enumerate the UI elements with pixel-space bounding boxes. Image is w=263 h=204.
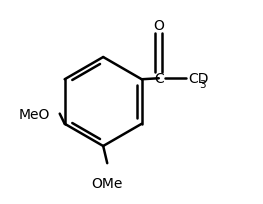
Text: 3: 3	[199, 80, 206, 90]
Text: MeO: MeO	[18, 107, 50, 121]
Text: OMe: OMe	[92, 176, 123, 190]
Text: C: C	[154, 72, 164, 86]
Text: CD: CD	[188, 72, 209, 86]
Text: O: O	[153, 19, 164, 32]
